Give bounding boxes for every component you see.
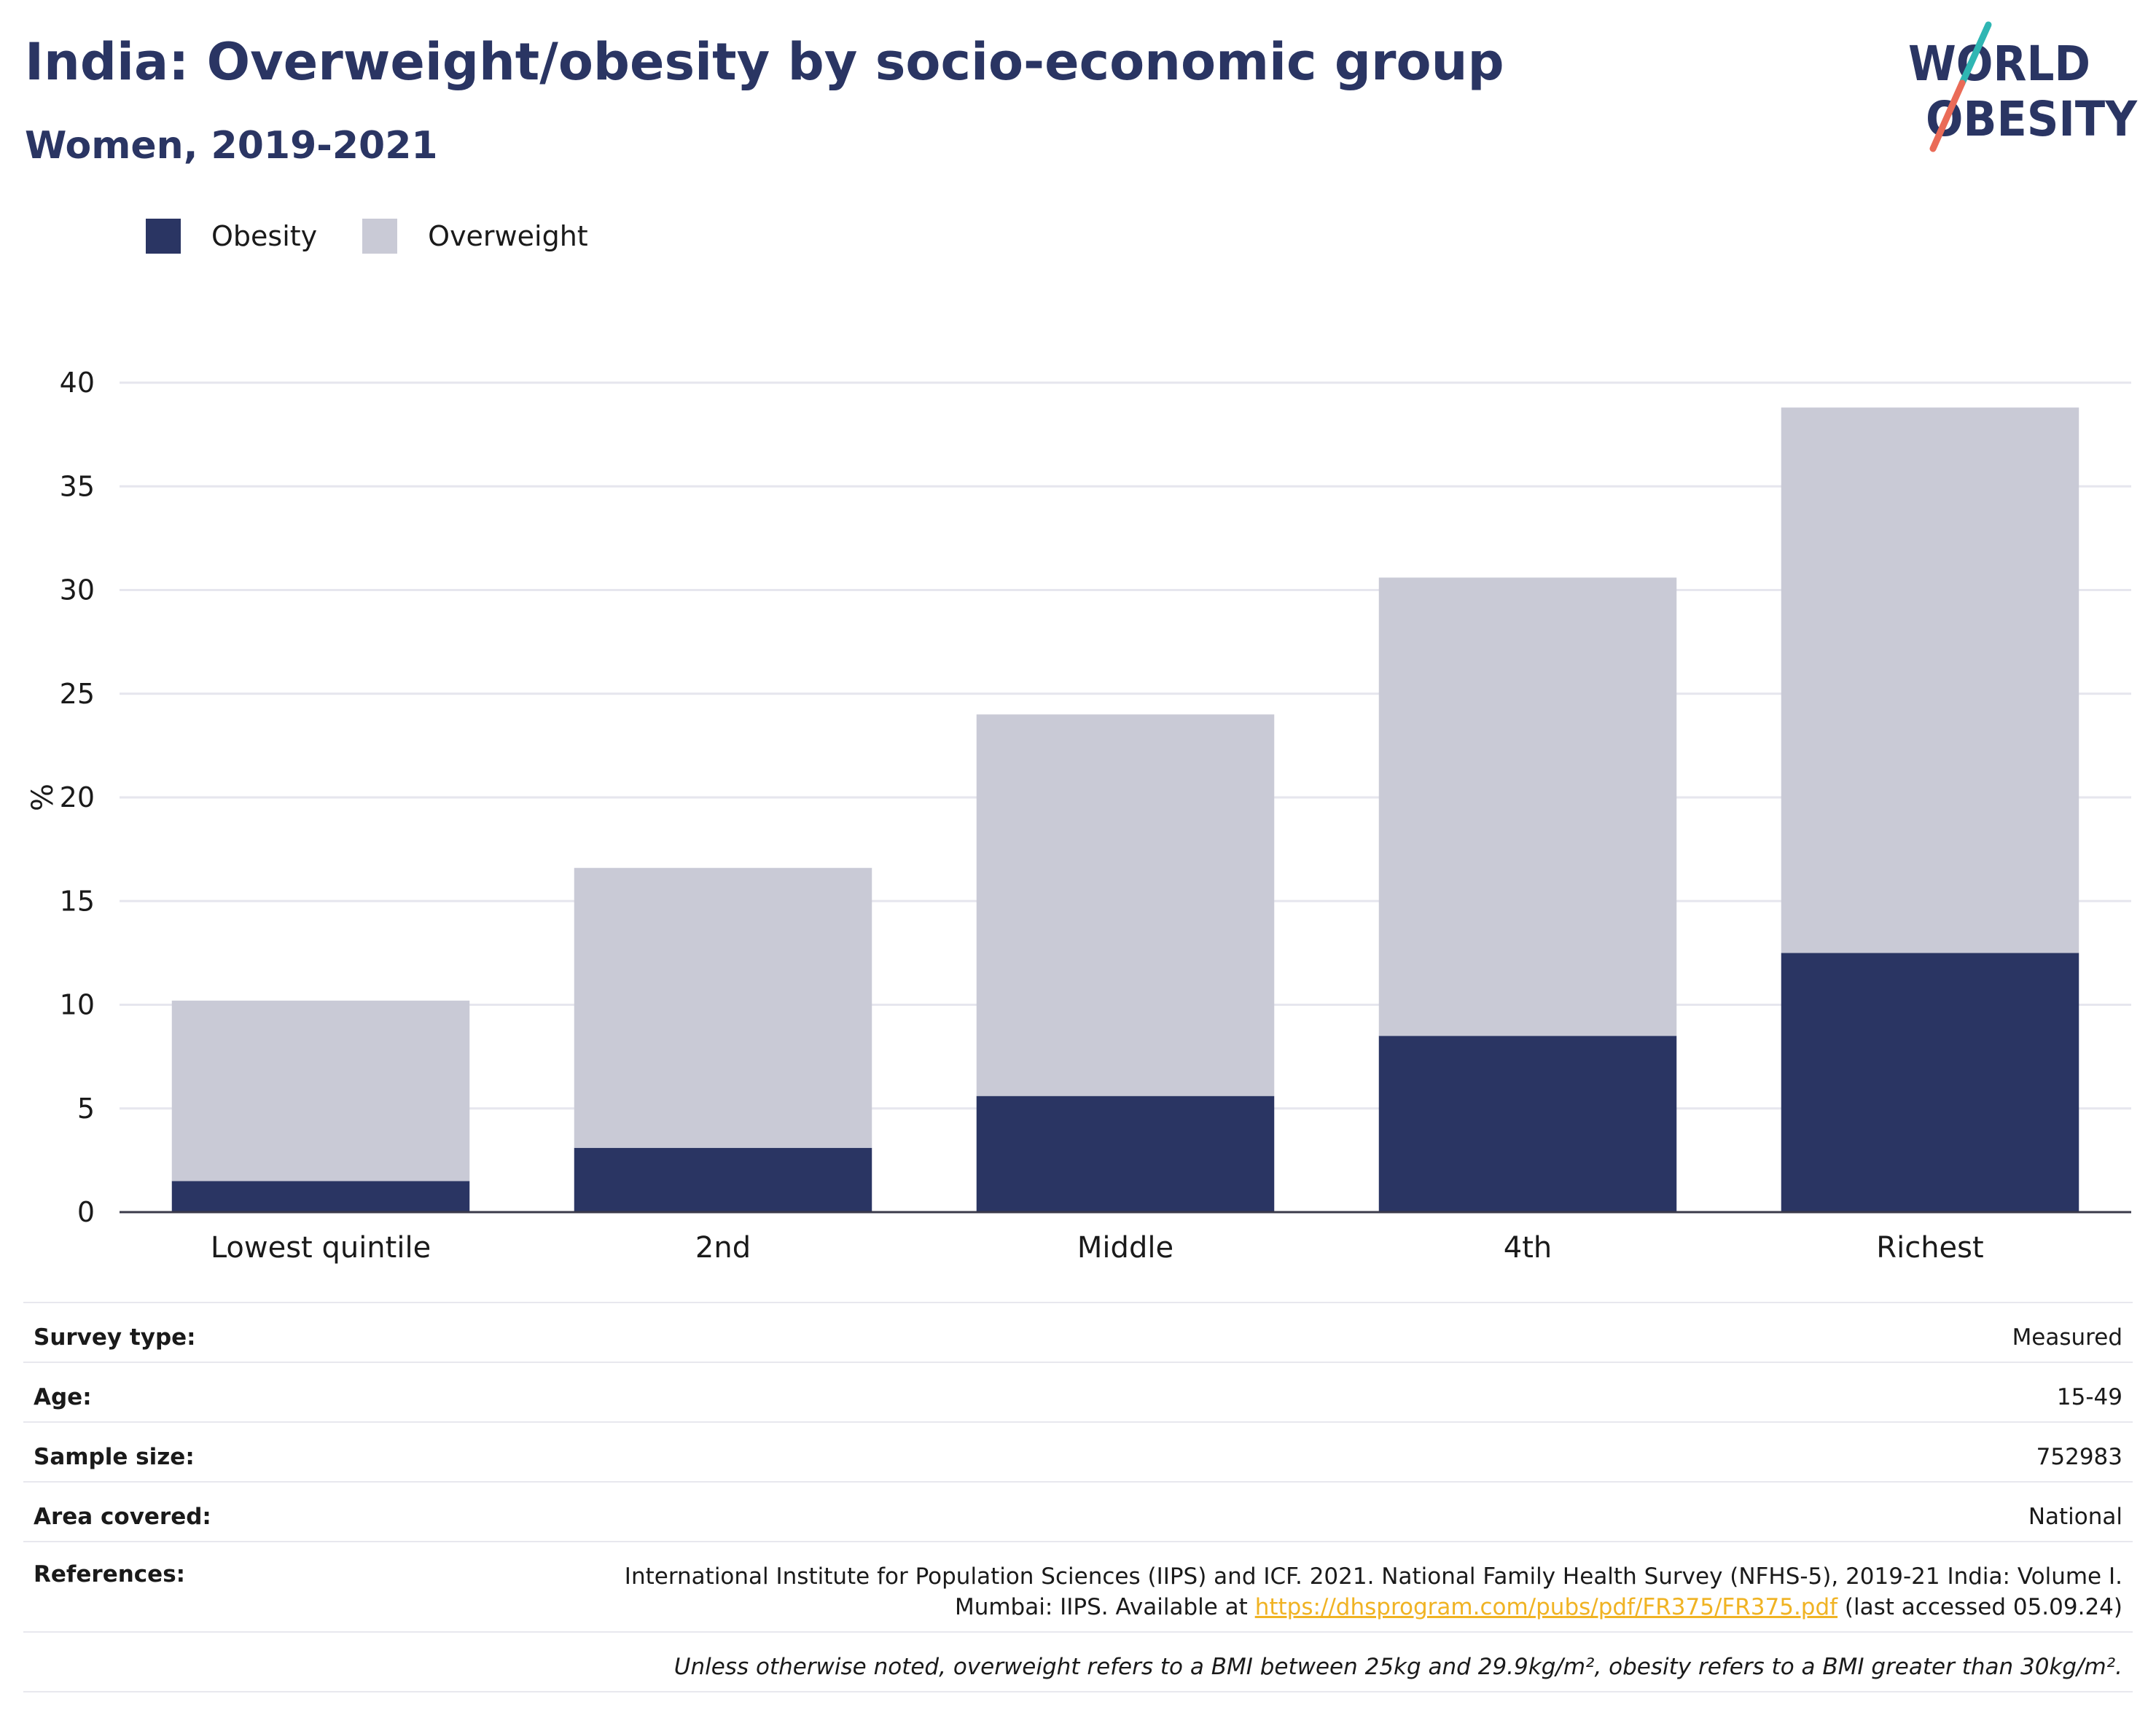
area-covered-label: Area covered: [34,1504,211,1530]
y-tick-label: 20 [60,781,95,813]
y-axis-label: % [26,784,60,811]
page-title: India: Overweight/obesity by socio-econo… [25,32,1504,92]
bar-obesity-4 [1781,953,2079,1212]
bar-obesity-1 [574,1147,872,1212]
y-tick-label: 0 [77,1196,95,1228]
world-obesity-logo: WORLD OBESITY [1908,21,2138,152]
x-tick-label: Middle [1077,1231,1173,1265]
y-tick-label: 25 [60,678,95,710]
x-tick-label: 4th [1504,1231,1552,1265]
bar-obesity-3 [1378,1036,1677,1212]
bar-overweight-3 [1378,577,1677,1036]
references-label: References: [34,1561,186,1587]
area-covered-value: National [2028,1504,2122,1530]
x-tick-label: 2nd [695,1231,751,1265]
definition-note: Unless otherwise noted, overweight refer… [673,1654,2122,1680]
legend-label-overweight: Overweight [428,220,588,252]
chart-legend: Obesity Overweight [146,216,633,257]
bars [171,407,2079,1212]
age-label: Age: [34,1384,92,1410]
legend-item-obesity[interactable]: Obesity [146,219,317,254]
survey-type-label: Survey type: [34,1324,196,1351]
axes: 0 5 10 15 20 25 30 35 40% Lowest quintile 2nd Middl… [26,367,2131,1265]
bar-overweight-2 [976,714,1275,1096]
stacked-bar-chart: 0 5 10 15 20 25 30 35 40% Lowest quintile 2nd Middl… [26,367,2131,1265]
references-line1: International Institute for Population S… [624,1563,2122,1590]
age-value: 15-49 [2056,1384,2122,1410]
references-line2-post: (last accessed 05.09.24) [1837,1594,2122,1620]
logo-line1: WORLD [1908,36,2090,92]
y-tick-label: 5 [77,1093,95,1125]
survey-info-table: Survey type: Measured Age: 15-49 Sample … [23,1302,2133,1692]
bar-overweight-0 [171,1000,470,1182]
info-row-area: Area covered: National [23,1483,2133,1542]
logo-slash-bottom [1929,79,1966,152]
survey-type-value: Measured [2012,1324,2122,1351]
y-tick-label: 10 [60,989,95,1021]
legend-item-overweight[interactable]: Overweight [362,219,588,254]
info-row-note: Unless otherwise noted, overweight refer… [23,1633,2133,1692]
x-tick-label: Richest [1876,1231,1983,1265]
bar-overweight-4 [1781,407,2079,953]
logo-slash-top [1958,21,1992,87]
bar-overweight-1 [574,867,872,1148]
sample-size-label: Sample size: [34,1444,195,1470]
y-tick-label: 15 [60,885,95,917]
info-row-survey-type: Survey type: Measured [23,1303,2133,1363]
bar-obesity-2 [976,1096,1275,1212]
sample-size-value: 752983 [2036,1444,2122,1470]
references-value: International Institute for Population S… [625,1561,2122,1622]
y-tick-label: 30 [60,574,95,606]
page-subtitle: Women, 2019-2021 [25,124,438,168]
bar-obesity-0 [171,1181,470,1212]
legend-swatch-overweight [362,219,398,254]
y-tick-label: 35 [60,470,95,502]
y-tick-label: 40 [60,367,95,399]
legend-label-obesity: Obesity [211,220,318,252]
info-row-references: References: International Institute for … [23,1542,2133,1633]
info-row-sample-size: Sample size: 752983 [23,1423,2133,1483]
logo-line2: OBESITY [1926,91,2138,147]
references-line2-pre: Mumbai: IIPS. Available at [954,1594,1255,1620]
info-row-age: Age: 15-49 [23,1363,2133,1423]
references-link[interactable]: https://dhsprogram.com/pubs/pdf/FR375/FR… [1254,1594,1838,1620]
legend-swatch-obesity [146,219,181,254]
x-tick-label: Lowest quintile [211,1231,431,1265]
